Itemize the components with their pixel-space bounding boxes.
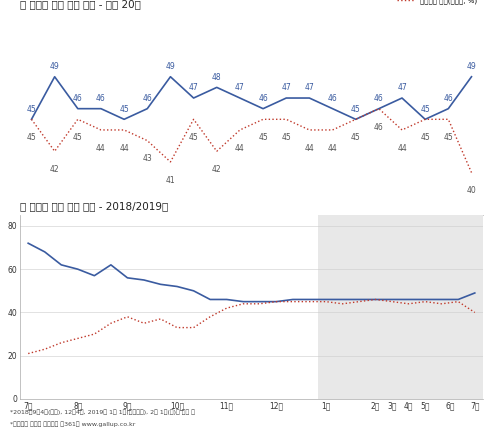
- Text: 47: 47: [304, 84, 314, 93]
- Text: 47: 47: [235, 84, 245, 93]
- Text: 7월: 7월: [472, 243, 481, 252]
- Text: 45: 45: [189, 133, 199, 142]
- Text: 45: 45: [258, 133, 268, 142]
- Text: 48: 48: [212, 73, 222, 82]
- Legend: 잘하고 있다(직무 긍정률), 잘못하고 있다(부정률, %): 잘하고 있다(직무 긍정률), 잘못하고 있다(부정률, %): [394, 0, 480, 7]
- Text: 49: 49: [165, 62, 175, 71]
- Text: 42: 42: [212, 165, 222, 174]
- Text: 47: 47: [397, 84, 407, 93]
- Text: 45: 45: [443, 133, 453, 142]
- Text: 44: 44: [397, 144, 407, 153]
- Text: *한국갤럽 데일리 오피니언 제361호 www.gallup.co.kr: *한국갤럽 데일리 오피니언 제361호 www.gallup.co.kr: [10, 421, 135, 427]
- Text: 46: 46: [73, 94, 83, 103]
- Text: 2월: 2월: [31, 243, 41, 252]
- Text: 45: 45: [26, 133, 36, 142]
- Text: *2018년9월4주(추석), 12월4주, 2019년 1월 1주(연말연시), 2월 1주(설)는 조사 실: *2018년9월4주(추석), 12월4주, 2019년 1월 1주(연말연시)…: [10, 410, 195, 415]
- Text: 46: 46: [328, 94, 338, 103]
- Text: 46: 46: [142, 94, 152, 103]
- Text: 6월: 6월: [379, 243, 388, 252]
- Text: 44: 44: [119, 144, 129, 153]
- Text: 46: 46: [374, 123, 384, 132]
- Text: 41: 41: [166, 176, 175, 185]
- Text: 45: 45: [73, 133, 83, 142]
- Text: ⓒ 대통령 직무 수행 평가 - 최근 20주: ⓒ 대통령 직무 수행 평가 - 최근 20주: [20, 0, 141, 9]
- Text: 44: 44: [235, 144, 245, 153]
- Text: 3월: 3월: [78, 243, 87, 252]
- Text: 44: 44: [328, 144, 338, 153]
- Text: 45: 45: [351, 133, 361, 142]
- Text: 44: 44: [304, 144, 314, 153]
- Text: 45: 45: [351, 105, 361, 114]
- Text: 45: 45: [281, 133, 291, 142]
- Text: 47: 47: [189, 84, 199, 93]
- Text: 45: 45: [420, 133, 430, 142]
- Text: 43: 43: [142, 154, 152, 163]
- Text: 42: 42: [50, 165, 59, 174]
- Text: 4월: 4월: [170, 243, 180, 252]
- Text: 45: 45: [119, 105, 129, 114]
- Text: 49: 49: [50, 62, 60, 71]
- Text: 45: 45: [26, 105, 36, 114]
- Text: 46: 46: [374, 94, 384, 103]
- Text: 45: 45: [420, 105, 430, 114]
- Text: 44: 44: [96, 144, 106, 153]
- Text: 49: 49: [467, 62, 477, 71]
- Text: 46: 46: [96, 94, 106, 103]
- Text: 46: 46: [258, 94, 268, 103]
- Text: ⓒ 대통령 직무 수행 평가 - 2018/2019년: ⓒ 대통령 직무 수행 평가 - 2018/2019년: [20, 202, 168, 211]
- Text: 47: 47: [281, 84, 291, 93]
- Text: 5월: 5월: [263, 243, 272, 252]
- Text: 40: 40: [467, 187, 477, 196]
- Bar: [318, 215, 483, 399]
- Text: 46: 46: [443, 94, 453, 103]
